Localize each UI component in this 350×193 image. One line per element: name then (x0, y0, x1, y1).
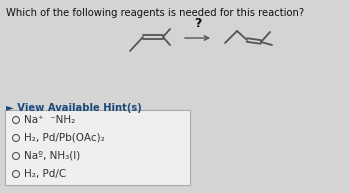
Text: Which of the following reagents is needed for this reaction?: Which of the following reagents is neede… (6, 8, 304, 18)
FancyBboxPatch shape (5, 110, 190, 185)
Text: H₂, Pd/Pb(OAc)₂: H₂, Pd/Pb(OAc)₂ (24, 133, 105, 143)
Text: ► View Available Hint(s): ► View Available Hint(s) (6, 103, 142, 113)
Text: Na⁺  ⁻NH₂: Na⁺ ⁻NH₂ (24, 115, 75, 125)
Text: ?: ? (194, 17, 201, 30)
Text: H₂, Pd/C: H₂, Pd/C (24, 169, 66, 179)
Text: Naº, NH₃(l): Naº, NH₃(l) (24, 151, 80, 161)
